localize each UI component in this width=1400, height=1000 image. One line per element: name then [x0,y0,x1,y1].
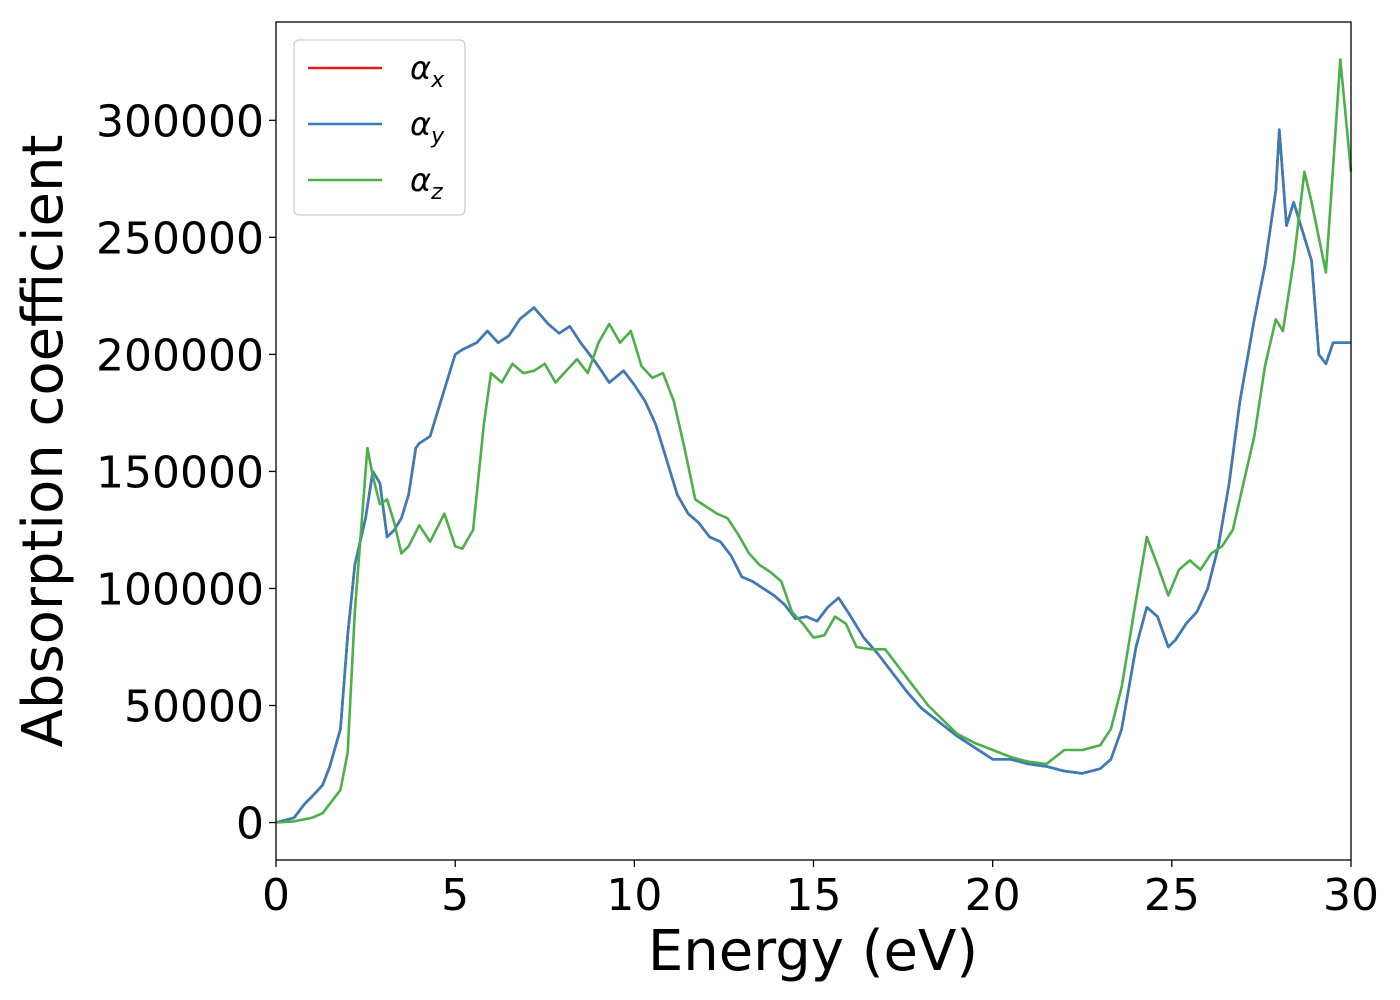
series-line-1 [275,128,1351,824]
x-tick-label: 5 [441,870,469,921]
y-tick-label: 100000 [96,564,264,615]
y-tick-label: 250000 [96,213,264,264]
legend-subscript: x [430,68,445,93]
legend-greek: α [410,105,431,143]
y-tick-label: 50000 [124,682,264,733]
y-tick-label: 200000 [96,330,264,381]
legend-label-0: αx [410,49,445,93]
y-axis-ticks: 0 50000 100000 150000 200000 250000 300000 [96,96,276,850]
legend-greek: α [410,161,431,199]
series-lines [275,58,1353,824]
legend-box [293,39,466,216]
series-line-2 [275,58,1353,824]
legend-greek: α [410,49,431,87]
legend-label-1: αy [410,105,445,149]
x-tick-label: 0 [262,870,290,921]
legend-subscript: y [430,124,445,149]
x-axis-title: Energy (eV) [648,919,978,984]
x-tick-label: 30 [1323,870,1379,921]
y-axis-title: Absorption coefficient [11,135,76,748]
x-tick-label: 25 [1144,870,1200,921]
x-tick-label: 15 [786,870,842,921]
x-tick-label: 20 [965,870,1021,921]
y-tick-label: 0 [236,799,264,850]
legend-label-2: αz [410,161,443,205]
x-tick-label: 10 [606,870,662,921]
y-tick-label: 300000 [96,96,264,147]
y-tick-label: 150000 [96,447,264,498]
x-axis-ticks: 0 5 10 15 20 25 30 [262,860,1379,921]
legend-subscript: z [430,180,443,205]
